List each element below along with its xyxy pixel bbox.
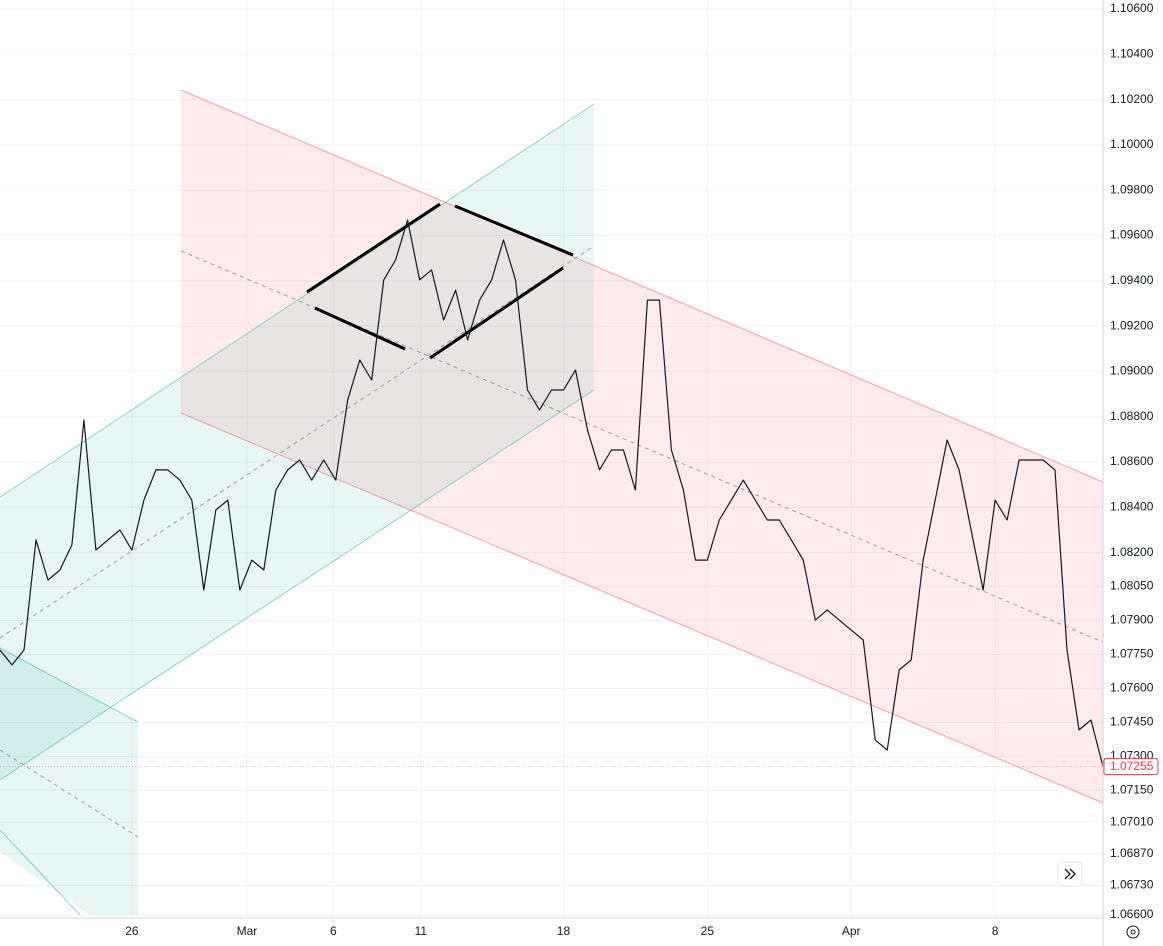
trend-line[interactable] [306, 202, 441, 294]
chevron-icon [1064, 868, 1076, 880]
y-tick-label: 1.07150 [1110, 783, 1154, 797]
x-tick-label: 25 [701, 924, 715, 938]
red-channel[interactable] [181, 90, 1103, 803]
y-tick-label: 1.07010 [1110, 814, 1154, 828]
y-tick-label: 1.07450 [1110, 715, 1154, 729]
y-tick-label: 1.07600 [1110, 681, 1154, 695]
x-tick-label: 26 [125, 924, 139, 938]
channel-line [0, 103, 595, 498]
settings-icon[interactable] [1126, 925, 1140, 939]
y-tick-label: 1.06600 [1110, 907, 1154, 921]
y-tick-label: 1.08050 [1110, 579, 1154, 593]
y-tick-label: 1.10600 [1110, 1, 1154, 15]
y-tick-label: 1.07750 [1110, 647, 1154, 661]
trend-line[interactable] [454, 204, 574, 257]
settings-icon-core [1130, 929, 1136, 935]
x-tick-label: 6 [330, 924, 337, 938]
channel-line [0, 829, 81, 916]
teal-channel-small[interactable] [0, 648, 138, 915]
channel-line [0, 647, 139, 723]
price-series [0, 219, 1104, 768]
y-tick-label: 1.09000 [1110, 364, 1154, 378]
y-tick-label: 1.09800 [1110, 182, 1154, 196]
y-tick-label: 1.08600 [1110, 454, 1154, 468]
channel-midline [0, 749, 139, 838]
x-tick-label: 8 [992, 924, 999, 938]
trend-line[interactable] [314, 306, 406, 351]
y-tick-label: 1.07900 [1110, 613, 1154, 627]
y-tick-label: 1.08400 [1110, 499, 1154, 513]
last-price-label: 1.07255 [1110, 759, 1154, 773]
x-tick-label: 11 [415, 924, 428, 938]
price-axis-bg [1103, 0, 1163, 946]
y-tick-label: 1.10000 [1110, 137, 1154, 151]
drawings [0, 89, 1104, 916]
y-tick-label: 1.06870 [1110, 846, 1154, 860]
last-price-tag [1103, 758, 1159, 776]
x-tick-label: Mar [237, 924, 258, 938]
y-tick-label: 1.10200 [1110, 92, 1154, 106]
channel-midline [180, 250, 1104, 643]
trend-line[interactable] [429, 266, 564, 360]
y-tick-label: 1.09200 [1110, 318, 1154, 332]
y-tick-label: 1.09400 [1110, 273, 1154, 287]
settings-button[interactable] [1126, 925, 1140, 939]
y-tick-label: 1.09600 [1110, 228, 1154, 242]
grid [0, 0, 1103, 918]
y-tick-label: 1.06730 [1110, 878, 1154, 892]
scroll-button[interactable] [1057, 861, 1083, 887]
y-tick-label: 1.08800 [1110, 409, 1154, 423]
x-tick-label: 18 [557, 924, 571, 938]
x-tick-label: Apr [842, 924, 861, 938]
channel-midline [0, 245, 595, 639]
price-line [0, 219, 1104, 767]
diamond-pattern[interactable] [306, 202, 574, 360]
y-tick-label: 1.08200 [1110, 545, 1154, 559]
time-axis-bg [0, 918, 1163, 946]
y-tick-label: 1.10400 [1110, 46, 1154, 60]
channel-line [180, 89, 1104, 483]
channel-line [0, 389, 595, 781]
